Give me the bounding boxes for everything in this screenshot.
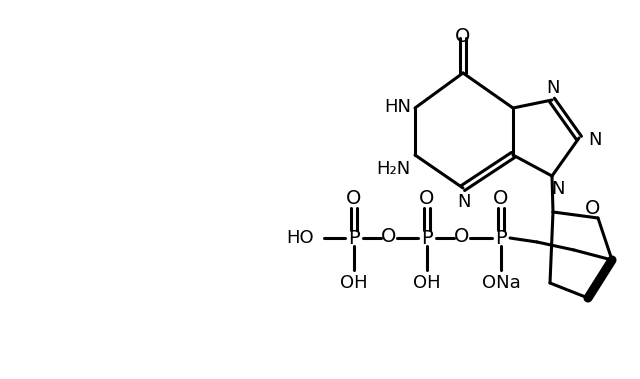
Text: O: O xyxy=(381,227,397,246)
Text: N: N xyxy=(551,180,564,198)
Text: N: N xyxy=(588,131,602,149)
Text: P: P xyxy=(348,229,360,247)
Text: O: O xyxy=(455,27,470,45)
Text: ONa: ONa xyxy=(482,274,520,292)
Text: N: N xyxy=(547,79,560,97)
Text: O: O xyxy=(586,199,601,218)
Text: HN: HN xyxy=(384,98,411,116)
Text: O: O xyxy=(493,188,509,207)
Text: O: O xyxy=(454,227,470,246)
Text: N: N xyxy=(457,193,471,211)
Text: O: O xyxy=(419,188,435,207)
Text: P: P xyxy=(495,229,507,247)
Text: P: P xyxy=(421,229,433,247)
Text: O: O xyxy=(346,188,362,207)
Text: HO: HO xyxy=(286,229,314,247)
Text: H₂N: H₂N xyxy=(377,160,411,178)
Text: OH: OH xyxy=(340,274,368,292)
Text: OH: OH xyxy=(413,274,441,292)
